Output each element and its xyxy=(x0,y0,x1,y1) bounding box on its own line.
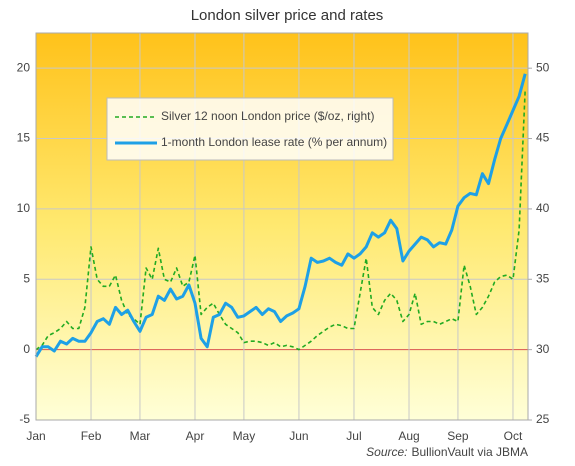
x-tick-label: Feb xyxy=(81,429,102,443)
y-tick-label: 15 xyxy=(17,131,31,145)
x-tick-label: Mar xyxy=(130,429,151,443)
y2-tick-label: 35 xyxy=(536,271,550,285)
y-tick-label: -5 xyxy=(19,412,30,426)
x-tick-label: Oct xyxy=(504,429,523,443)
series-line xyxy=(35,89,526,351)
x-tick-label: Sep xyxy=(447,429,469,443)
y-tick-label: 10 xyxy=(17,201,31,215)
x-tick-label: May xyxy=(233,429,256,443)
lines xyxy=(34,73,527,358)
x-tick-label: Jun xyxy=(289,429,308,443)
y-tick-label: 0 xyxy=(23,342,30,356)
source-label: Source: xyxy=(366,445,407,459)
series-line xyxy=(34,73,527,358)
y2-tick-label: 25 xyxy=(536,412,550,426)
y-tick-label: 20 xyxy=(17,60,31,74)
chart-title: London silver price and rates xyxy=(191,7,384,24)
legend: Silver 12 noon London price ($/oz, right… xyxy=(106,97,394,161)
source-text: BullionVault via JBMA xyxy=(412,445,529,459)
y-tick-label: 5 xyxy=(23,271,30,285)
y2-tick-label: 30 xyxy=(536,342,550,356)
source: Source: BullionVault via JBMA xyxy=(366,445,528,459)
y2-tick-label: 45 xyxy=(536,131,550,145)
x-tick-label: Jan xyxy=(26,429,45,443)
x-tick-label: Jul xyxy=(346,429,361,443)
plot-frame xyxy=(35,32,529,421)
x-tick-label: Apr xyxy=(186,429,205,443)
legend-label: 1-month London lease rate (% per annum) xyxy=(161,135,387,149)
labels: -5 0 5 10 15 20 25 30 35 40 45 50 Jan Feb Mar Apr May Jun… xyxy=(17,60,550,443)
legend-label: Silver 12 noon London price ($/oz, right… xyxy=(161,109,374,123)
y2-tick-label: 50 xyxy=(536,60,550,74)
legend-box xyxy=(106,97,394,161)
x-tick-label: Aug xyxy=(398,429,419,443)
y2-tick-label: 40 xyxy=(536,201,550,215)
